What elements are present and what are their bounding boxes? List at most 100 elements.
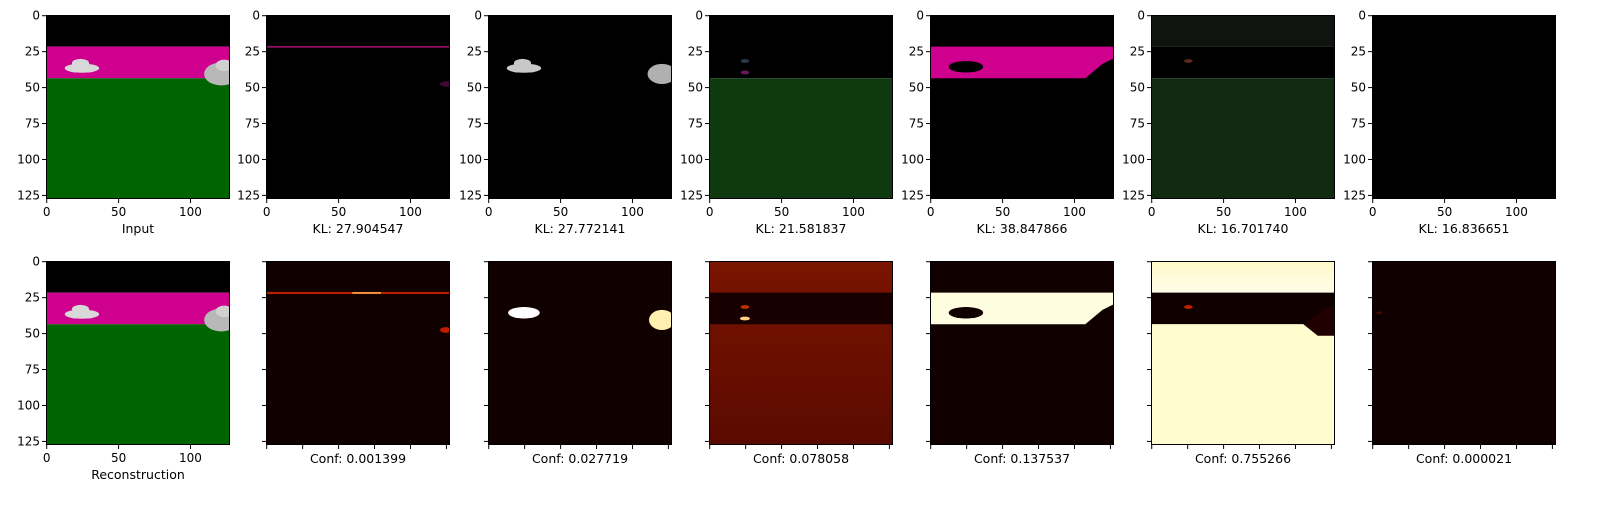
mask-bg <box>930 261 1114 445</box>
slot-bg <box>930 15 1114 199</box>
slot-green-ground <box>709 78 893 199</box>
panel-caption: Input <box>122 221 154 236</box>
y-tick-label: 25 <box>245 45 260 59</box>
slot-line-blob <box>439 81 450 87</box>
y-tick-label: 125 <box>459 188 482 202</box>
slot-bg <box>488 15 672 199</box>
y-tick-label: 50 <box>25 81 40 95</box>
y-tick-label: 75 <box>1351 117 1366 131</box>
panel-r1-c6: Conf: 0.000021 <box>1368 261 1556 466</box>
y-tick-label: 25 <box>909 45 924 59</box>
y-tick-label: 100 <box>17 398 40 412</box>
panel-frame <box>709 15 893 199</box>
panel-caption: Conf: 0.755266 <box>1195 451 1291 466</box>
y-tick-label: 25 <box>1351 45 1366 59</box>
car-right <box>204 305 230 332</box>
y-tick-label: 0 <box>695 9 703 23</box>
panel-caption: Conf: 0.001399 <box>310 451 406 466</box>
slot-line-mark <box>266 45 450 48</box>
x-tick-label: 50 <box>111 205 126 219</box>
panel-frame <box>709 261 893 445</box>
y-tick-label: 100 <box>237 152 260 166</box>
panel-frame <box>930 261 1114 445</box>
y-tick-label: 75 <box>909 117 924 131</box>
x-tick-label: 50 <box>111 451 126 465</box>
y-tick-label: 100 <box>1343 152 1366 166</box>
y-tick-label: 75 <box>245 117 260 131</box>
panel-image <box>266 261 450 445</box>
mask-bg <box>709 261 893 445</box>
y-tick-label: 50 <box>1130 81 1145 95</box>
mask-ground-mark2 <box>739 316 750 321</box>
x-tick-label: 0 <box>927 205 935 219</box>
y-tick-label: 50 <box>467 81 482 95</box>
y-tick-label: 0 <box>916 9 924 23</box>
y-tick-label: 0 <box>474 9 482 23</box>
panel-image <box>709 261 893 445</box>
car-body <box>64 63 100 73</box>
mask-empty-speck <box>1376 311 1383 315</box>
y-tick-label: 125 <box>901 188 924 202</box>
car-roof <box>71 304 90 314</box>
y-tick-label: 100 <box>1122 152 1145 166</box>
x-tick-label: 100 <box>1063 205 1086 219</box>
y-tick-label: 0 <box>252 9 260 23</box>
panel-caption: Conf: 0.027719 <box>532 451 628 466</box>
x-tick-label: 100 <box>1284 205 1307 219</box>
panel-image <box>488 261 672 445</box>
car-body <box>506 63 542 73</box>
slot-dark-mark <box>1184 59 1193 63</box>
slot-dark-band <box>1151 46 1335 79</box>
slot-bg <box>1151 15 1335 47</box>
x-tick-label: 100 <box>399 205 422 219</box>
mask-bright-ground <box>1151 324 1335 445</box>
x-tick-label: 50 <box>331 205 346 219</box>
x-tick-label: 50 <box>553 205 568 219</box>
y-tick-label: 125 <box>237 188 260 202</box>
x-tick-label: 0 <box>43 451 51 465</box>
y-tick-label: 50 <box>909 81 924 95</box>
panel-r1-c1: Conf: 0.001399 <box>262 261 450 466</box>
sky-region <box>46 15 230 47</box>
x-tick-label: 0 <box>1369 205 1377 219</box>
car-left <box>64 58 100 73</box>
y-tick-label: 75 <box>1130 117 1145 131</box>
car-body <box>64 309 100 319</box>
mask-bright-band <box>1151 292 1335 325</box>
panel-caption: KL: 27.772141 <box>535 221 626 236</box>
panel-image <box>266 15 450 199</box>
y-tick-label: 75 <box>467 117 482 131</box>
y-tick-label: 0 <box>1358 9 1366 23</box>
x-tick-label: 100 <box>179 451 202 465</box>
sky-region <box>46 261 230 293</box>
panel-image <box>709 15 893 199</box>
y-tick-label: 100 <box>17 152 40 166</box>
panel-caption: KL: 27.904547 <box>313 221 404 236</box>
panel-r1-c3: Conf: 0.078058 <box>705 261 893 466</box>
y-tick-label: 75 <box>688 117 703 131</box>
panel-image <box>930 15 1114 199</box>
y-tick-label: 75 <box>25 363 40 377</box>
car-roof <box>513 58 532 68</box>
panel-frame <box>266 261 450 445</box>
panel-r1-c4: Conf: 0.137537 <box>926 261 1114 466</box>
x-tick-label: 100 <box>621 205 644 219</box>
x-tick-label: 50 <box>995 205 1010 219</box>
panel-image <box>46 15 230 199</box>
panel-image <box>1372 261 1556 445</box>
panel-caption: Conf: 0.137537 <box>974 451 1070 466</box>
y-tick-label: 125 <box>1122 188 1145 202</box>
panel-r1-c5: Conf: 0.755266 <box>1147 261 1335 466</box>
mask-bg <box>488 261 672 445</box>
panel-caption: Reconstruction <box>91 467 185 482</box>
slot-bg <box>266 15 450 199</box>
slot-bg <box>709 15 893 79</box>
mask-bg <box>1151 261 1335 293</box>
panel-r1-c2: Conf: 0.027719 <box>484 261 672 466</box>
